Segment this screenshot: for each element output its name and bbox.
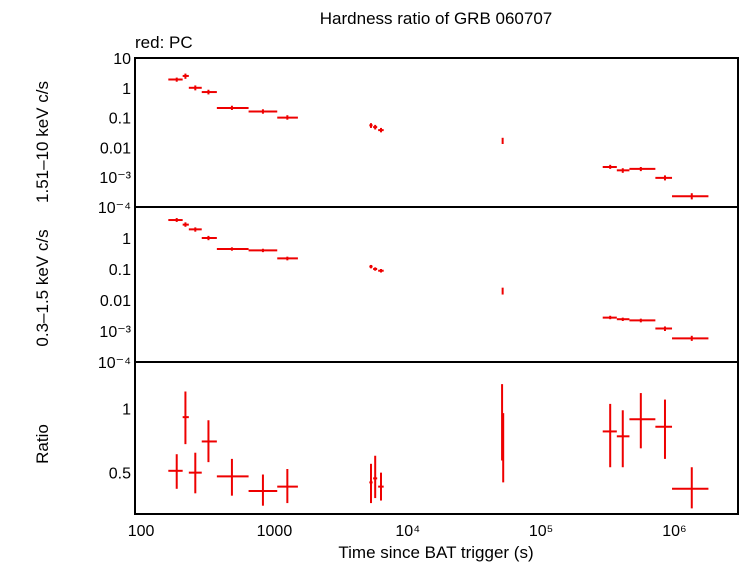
data-point-top-9	[378, 127, 384, 133]
data-point-top-3	[201, 89, 217, 95]
data-point-middle-10	[501, 287, 504, 295]
y-tick-label: 1	[122, 231, 131, 248]
data-point-middle-0	[168, 218, 183, 222]
panel-top-points	[168, 73, 709, 200]
y-tick-label: 0.01	[100, 140, 131, 157]
legend-label: red: PC	[135, 33, 193, 52]
data-point-middle-7	[369, 264, 373, 269]
data-point-bottom-12	[602, 403, 617, 468]
panel-top: 10⁻⁴ 10⁻³ 0.01 0.1 1 10	[98, 51, 739, 217]
y-tick-label: 0.01	[100, 293, 131, 310]
y-tick-label: 10⁻³	[99, 170, 131, 187]
panel-top-frame	[134, 57, 739, 208]
data-point-bottom-14	[629, 393, 656, 449]
data-point-middle-6	[277, 256, 298, 261]
top-ylabel: 1.51–10 keV c/s	[33, 81, 52, 203]
data-point-top-15	[672, 193, 709, 200]
panel-middle-frame	[134, 206, 739, 363]
data-point-top-0	[168, 77, 183, 82]
chart-title: Hardness ratio of GRB 060707	[320, 9, 552, 28]
data-point-top-8	[373, 124, 378, 130]
data-point-bottom-1	[182, 391, 189, 445]
data-point-top-12	[616, 168, 630, 173]
data-point-bottom-16	[672, 467, 709, 509]
panel-bottom-ticks: 0.5 1 100 1000 10⁴ 10⁵ 10⁶	[109, 401, 687, 540]
x-axis-label: Time since BAT trigger (s)	[338, 543, 533, 562]
y-tick-label: 10⁻⁴	[98, 200, 131, 217]
data-point-top-6	[277, 115, 298, 120]
middle-ylabel: 0.3–1.5 keV c/s	[33, 229, 52, 346]
panel-middle-ticks: 10⁻⁴ 10⁻³ 0.01 0.1 1	[98, 231, 132, 372]
y-tick-label: 0.5	[109, 466, 131, 483]
data-point-bottom-15	[655, 399, 673, 459]
panel-bottom: 0.5 1 100 1000 10⁴ 10⁵ 10⁶	[109, 361, 739, 540]
x-tick-label: 1000	[257, 523, 293, 540]
data-point-middle-5	[248, 248, 278, 253]
x-tick-label: 10⁶	[662, 523, 686, 540]
data-point-middle-3	[201, 235, 217, 241]
data-point-top-14	[655, 175, 673, 181]
data-point-top-11	[602, 164, 617, 169]
data-point-bottom-11	[502, 413, 505, 483]
data-point-top-4	[216, 105, 249, 110]
data-point-top-2	[188, 85, 202, 91]
y-tick-label: 10	[113, 51, 131, 68]
data-point-top-13	[629, 166, 656, 172]
data-point-middle-4	[216, 247, 249, 251]
data-point-top-7	[369, 123, 373, 128]
x-tick-label: 10⁵	[529, 523, 553, 540]
panel-bottom-frame	[134, 361, 739, 515]
data-point-bottom-2	[188, 452, 202, 494]
panel-middle: 10⁻⁴ 10⁻³ 0.01 0.1 1	[98, 206, 739, 372]
x-tick-label: 10⁴	[395, 523, 420, 540]
data-point-bottom-13	[616, 410, 630, 468]
bottom-ylabel: Ratio	[33, 424, 52, 464]
data-point-bottom-3	[201, 420, 217, 463]
x-tick-label: 100	[128, 523, 155, 540]
data-point-middle-13	[629, 318, 656, 323]
data-point-bottom-7	[369, 463, 373, 504]
data-point-middle-1	[182, 222, 189, 227]
data-point-top-10	[501, 137, 504, 145]
data-point-middle-11	[602, 315, 617, 320]
y-tick-label: 1	[122, 401, 131, 418]
data-point-middle-12	[616, 317, 630, 322]
data-point-middle-9	[378, 269, 384, 273]
panel-bottom-points	[168, 384, 709, 509]
data-point-bottom-9	[378, 472, 384, 501]
data-point-top-5	[248, 109, 278, 114]
data-point-bottom-8	[373, 455, 378, 499]
data-point-bottom-0	[168, 454, 183, 489]
data-point-bottom-6	[277, 469, 298, 504]
y-tick-label: 10⁻⁴	[98, 355, 131, 372]
y-tick-label: 1	[122, 81, 131, 98]
y-tick-label: 0.1	[109, 262, 131, 279]
y-tick-label: 10⁻³	[99, 324, 131, 341]
data-point-bottom-5	[248, 474, 278, 506]
data-point-middle-15	[672, 335, 709, 341]
y-tick-label: 0.1	[109, 111, 131, 128]
data-point-bottom-4	[216, 458, 249, 496]
data-point-middle-2	[188, 227, 202, 232]
data-point-middle-8	[373, 267, 378, 271]
data-point-middle-14	[655, 326, 673, 331]
panel-top-ticks: 10⁻⁴ 10⁻³ 0.01 0.1 1 10	[98, 51, 132, 217]
data-point-top-1	[182, 73, 189, 79]
panel-middle-points	[168, 218, 709, 341]
